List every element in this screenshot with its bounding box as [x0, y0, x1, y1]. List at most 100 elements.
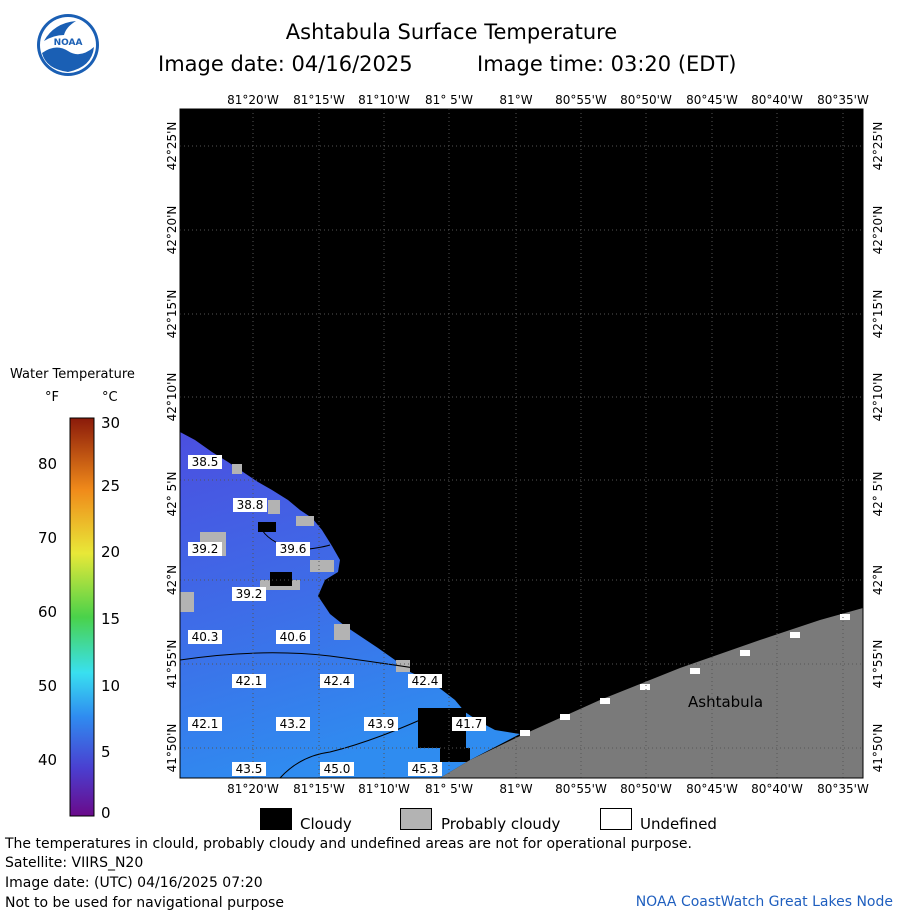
lon-label: 80°50'W [620, 93, 672, 107]
lon-label: 80°40'W [751, 782, 803, 796]
lat-label: 42°15'N [165, 290, 179, 339]
undefined-pixels [520, 614, 850, 736]
temperature-label-box [232, 762, 266, 776]
temperature-label: 42.1 [236, 674, 263, 688]
lon-label: 81°15'W [293, 93, 345, 107]
temperature-label-box [188, 717, 222, 731]
legend-c-tick: 5 [101, 743, 111, 761]
lat-label: 42° 5'N [871, 472, 885, 517]
temperature-label-box [276, 542, 310, 556]
probably-cloudy-swatch [400, 808, 432, 830]
lon-label: 80°45'W [686, 782, 738, 796]
temperature-label: 43.9 [368, 717, 395, 731]
legend-c-tick: 10 [101, 677, 121, 695]
temperature-label: 43.2 [280, 717, 307, 731]
image-time: Image time: 03:20 (EDT) [477, 52, 737, 76]
legend-c-tick: 30 [101, 414, 121, 432]
lat-label: 42°20'N [871, 206, 885, 255]
lon-label: 81°10'W [358, 93, 410, 107]
noaa-logo-icon: NOAA [37, 14, 99, 76]
lon-label: 80°40'W [751, 93, 803, 107]
legend-f-tick: 80 [38, 455, 58, 473]
temperature-label-box [408, 674, 442, 688]
temperature-label-box [320, 762, 354, 776]
legend-c-tick: 0 [101, 804, 111, 822]
legend-c-tick: 15 [101, 610, 121, 628]
lat-label: 42°N [165, 565, 179, 595]
water-area [180, 432, 520, 778]
lat-label: 42°10'N [165, 373, 179, 422]
color-scale-bar [69, 417, 95, 817]
footer-credit: NOAA CoastWatch Great Lakes Node [635, 894, 893, 910]
lon-label: 81°10'W [358, 782, 410, 796]
temperature-label-box [232, 587, 266, 601]
lon-labels-bottom: 81°20'W 81°15'W 81°10'W 81° 5'W 81°W 80°… [227, 782, 869, 796]
temperature-label-box [188, 542, 222, 556]
lon-label: 81° 5'W [425, 782, 473, 796]
lon-label: 80°55'W [555, 782, 607, 796]
legend-f-tick: 70 [38, 529, 58, 547]
lat-label: 42° 5'N [165, 472, 179, 517]
lon-label: 81°W [499, 93, 532, 107]
footer-nav-warning: Not to be used for navigational purpose [5, 895, 284, 911]
lon-label: 80°35'W [817, 93, 869, 107]
temperature-label: 45.3 [412, 762, 439, 776]
lat-label: 42°15'N [871, 290, 885, 339]
footer-satellite: Satellite: VIIRS_N20 [5, 855, 144, 871]
lat-label: 41°50'N [871, 724, 885, 773]
temperature-label-box [320, 674, 354, 688]
lon-label: 81°20'W [227, 93, 279, 107]
lon-label: 81°W [499, 782, 532, 796]
lon-labels-top: 81°20'W 81°15'W 81°10'W 81° 5'W 81°W 80°… [227, 93, 869, 107]
temperature-label: 45.0 [324, 762, 351, 776]
temperature-label-box [188, 630, 222, 644]
temperature-label: 42.1 [192, 717, 219, 731]
lat-label: 41°50'N [165, 724, 179, 773]
footer-utc-date: Image date: (UTC) 04/16/2025 07:20 [5, 875, 263, 891]
temperature-label: 43.5 [236, 762, 263, 776]
undefined-swatch [600, 808, 632, 830]
map-border [179, 108, 864, 779]
lon-label: 80°50'W [620, 782, 672, 796]
temperature-label: 38.5 [192, 455, 219, 469]
temperature-label: 39.2 [192, 542, 219, 556]
temperature-label: 40.3 [192, 630, 219, 644]
lat-label: 42°25'N [871, 122, 885, 171]
place-label-ashtabula: Ashtabula [688, 693, 763, 711]
temperature-label-box [232, 674, 266, 688]
temperature-label: 39.6 [280, 542, 307, 556]
temperature-label: 42.4 [412, 674, 439, 688]
image-date: Image date: 04/16/2025 [158, 52, 413, 76]
legend-unit-f: °F [45, 390, 59, 405]
temperature-label: 39.2 [236, 587, 263, 601]
lon-label: 80°35'W [817, 782, 869, 796]
undefined-label: Undefined [640, 815, 717, 833]
lat-label: 42°20'N [165, 206, 179, 255]
lon-label: 81°15'W [293, 782, 345, 796]
lat-labels-right: 42°25'N 42°20'N 42°15'N 42°10'N 42° 5'N … [871, 122, 885, 773]
temperature-label-box [188, 455, 222, 469]
logo-text: NOAA [54, 38, 83, 48]
temperature-label: 38.8 [237, 498, 264, 512]
lon-label: 81°20'W [227, 782, 279, 796]
temperature-label: 41.7 [456, 717, 483, 731]
page-title: Ashtabula Surface Temperature [285, 20, 618, 44]
cloudy-holes [258, 522, 470, 762]
temperature-label-box [364, 717, 398, 731]
temperature-labels: 38.5 38.8 39.2 39.6 39.2 40.3 40.6 42.1 42.4 42.4… [188, 455, 486, 776]
lat-labels-left: 42°25'N 42°20'N 42°15'N 42°10'N 42° 5'N … [165, 122, 179, 773]
land-area [440, 608, 863, 778]
legend-f-tick: 50 [38, 677, 58, 695]
temperature-label-box [408, 762, 442, 776]
lat-label: 41°55'N [165, 640, 179, 689]
probably-cloudy-label: Probably cloudy [441, 815, 561, 833]
lat-label: 42°25'N [165, 122, 179, 171]
legend-unit-c: °C [102, 390, 118, 405]
lat-label: 41°55'N [871, 640, 885, 689]
temperature-label-box [276, 630, 310, 644]
legend-c-tick: 25 [101, 477, 121, 495]
temperature-label: 42.4 [324, 674, 351, 688]
lat-label: 42°N [871, 565, 885, 595]
lat-label: 42°10'N [871, 373, 885, 422]
